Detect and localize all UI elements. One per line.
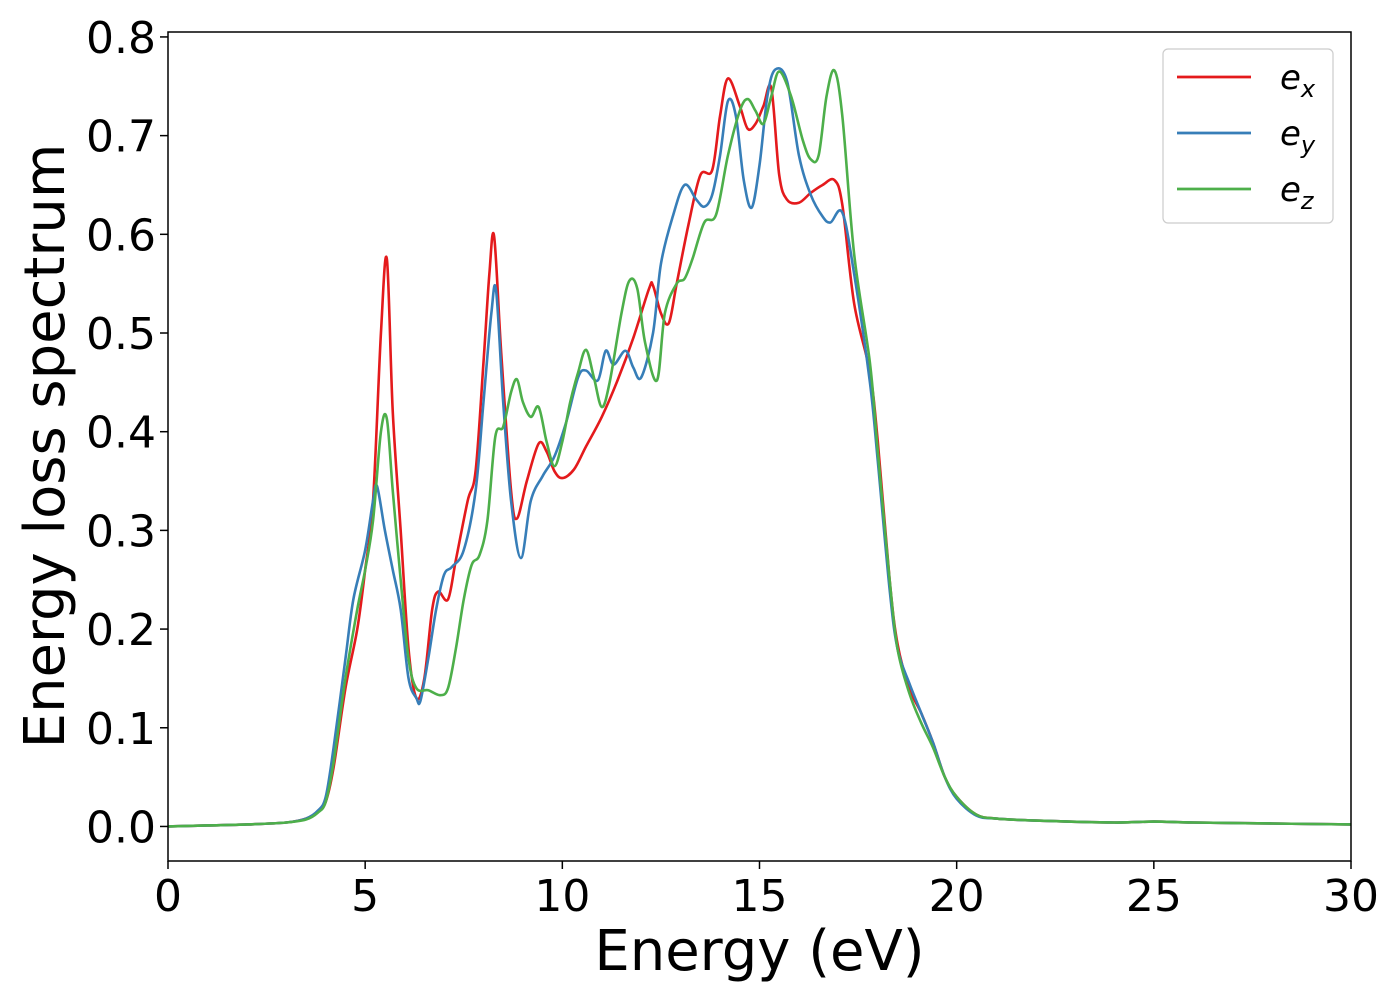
x-tick-label: 0 — [154, 871, 182, 922]
x-tick-label: 25 — [1126, 871, 1182, 922]
y-tick-label: 0.1 — [86, 704, 156, 755]
y-tick-label: 0.3 — [86, 506, 156, 557]
plot-lines — [167, 67, 1352, 828]
y-axis: 0.0 0.1 0.2 0.3 0.4 0.5 0.6 0.7 0.8 — [86, 13, 168, 853]
legend-box — [1162, 48, 1334, 224]
legend: ex ey ez — [1162, 48, 1334, 224]
legend-label-x: ex — [1280, 58, 1316, 103]
y-tick-label: 0.6 — [86, 210, 156, 261]
legend-label-z: ez — [1280, 170, 1315, 215]
y-tick-label: 0.7 — [86, 112, 156, 163]
x-tick-label: 5 — [351, 871, 379, 922]
y-tick-label: 0.5 — [86, 309, 156, 360]
x-tick-label: 15 — [732, 871, 788, 922]
x-axis-label: Energy (eV) — [594, 919, 924, 984]
legend-label-y: ey — [1280, 114, 1316, 159]
y-tick-label: 0.8 — [86, 13, 156, 64]
y-axis-label: Energy loss spectrum — [13, 144, 78, 749]
x-tick-label: 20 — [929, 871, 985, 922]
y-tick-label: 0.2 — [86, 605, 156, 656]
y-tick-label: 0.4 — [86, 408, 156, 459]
series-line-z — [167, 68, 1352, 828]
x-tick-label: 10 — [534, 871, 590, 922]
y-tick-label: 0.0 — [86, 802, 156, 853]
x-tick-label: 30 — [1323, 871, 1379, 922]
x-axis: 0 5 10 15 20 25 30 — [154, 861, 1379, 922]
